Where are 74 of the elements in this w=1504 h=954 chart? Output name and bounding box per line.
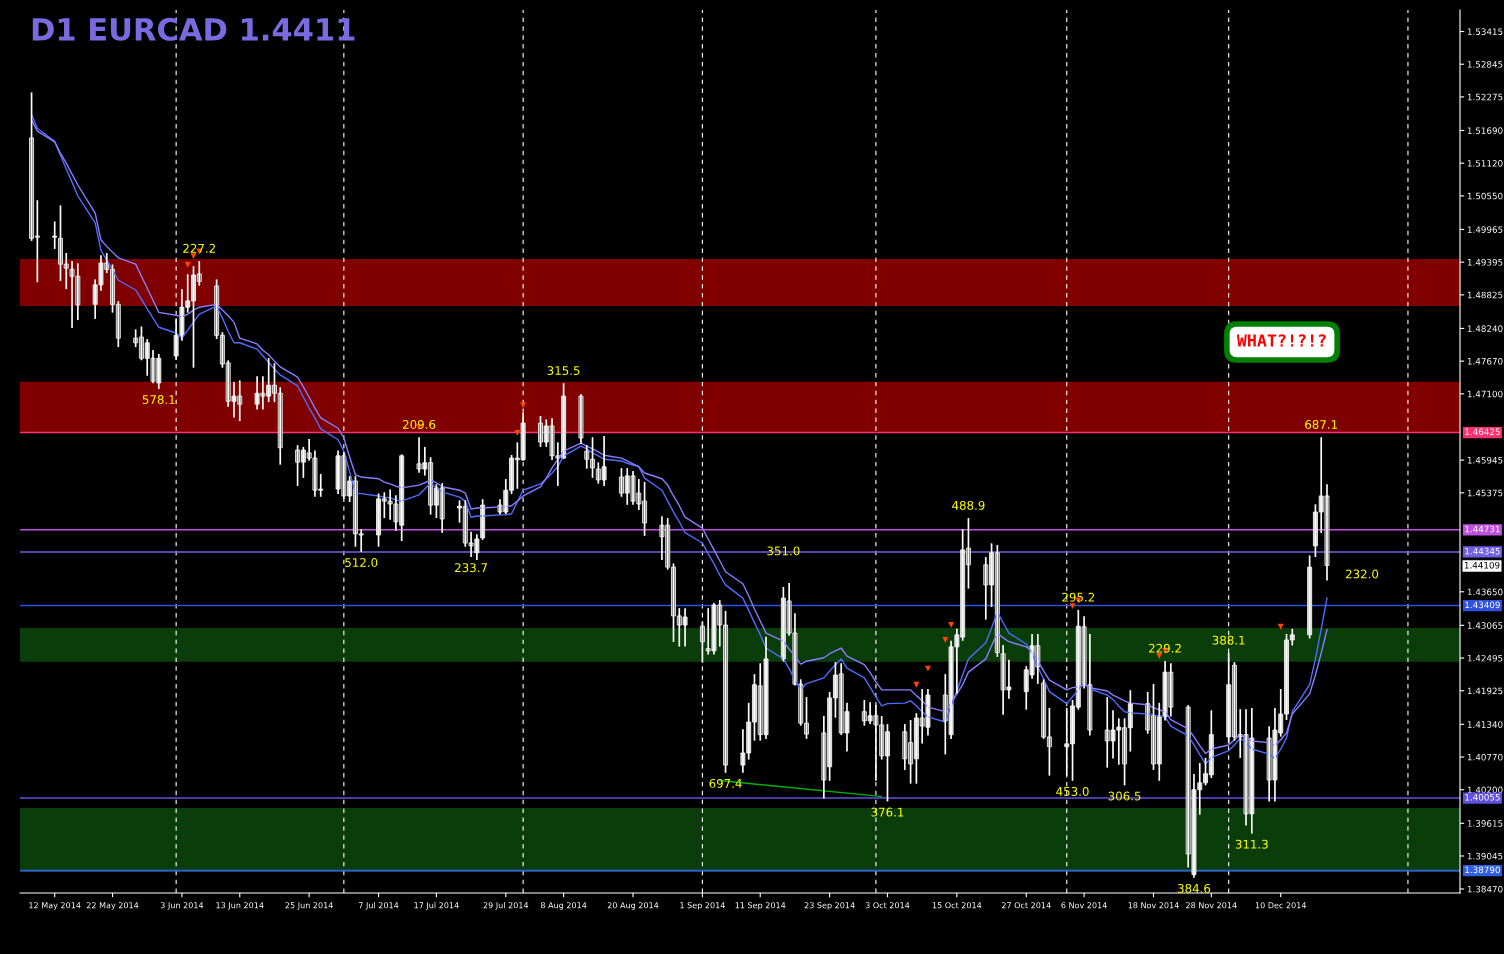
annotation: 376.1 [871, 807, 904, 817]
y-tick-label: 1.49965 [1467, 226, 1503, 233]
y-tick-label: 1.41925 [1467, 687, 1503, 695]
ref-line-label: 1.43409 [1465, 601, 1500, 609]
chart-title: D1 EURCAD 1.4411 [32, 17, 355, 41]
y-tick-label: 1.40200 [1467, 786, 1503, 794]
annotation: 578.1 [142, 395, 175, 405]
point [948, 622, 955, 629]
annotation: 512.0 [345, 558, 378, 567]
x-tick-label: 27 Oct 2014 [1001, 902, 1051, 909]
y-tick-label: 1.39045 [1467, 852, 1503, 860]
annotation: 232.0 [1345, 569, 1379, 579]
annotation: 209.6 [403, 420, 436, 429]
annotation: 315.5 [547, 366, 580, 376]
x-tick-label: 20 Aug 2014 [607, 902, 659, 910]
x-tick-label: 12 May 2014 [29, 902, 81, 910]
annotation: 687.1 [1305, 420, 1338, 429]
x-tick-label: 1 Sep 2014 [680, 902, 725, 910]
y-tick-label: 1.53415 [1467, 28, 1503, 35]
y-tick-label: 1.41340 [1467, 721, 1503, 728]
annotation: 311.3 [1235, 839, 1268, 849]
x-tick-label: 18 Nov 2014 [1128, 902, 1179, 909]
x-tick-label: 17 Jul 2014 [414, 902, 459, 910]
ref-line-label: 1.40055 [1465, 793, 1500, 801]
y-tick-label: 1.40770 [1467, 753, 1503, 761]
ref-line-label: 1.46425 [1465, 428, 1500, 436]
point [520, 402, 527, 409]
y-tick-label: 1.48240 [1467, 325, 1503, 332]
annotation: 388.1 [1212, 635, 1245, 645]
y-tick-label: 1.52845 [1467, 61, 1503, 68]
x-tick-label: 22 May 2014 [86, 902, 139, 910]
point [1069, 603, 1076, 610]
annotation: 697.4 [709, 778, 742, 788]
annotation: 384.6 [1177, 883, 1211, 893]
x-tick-label: 11 Sep 2014 [735, 902, 786, 910]
annotation: 453.0 [1056, 786, 1089, 796]
y-tick-label: 1.50550 [1467, 192, 1503, 200]
ref-line-label: 1.38790 [1465, 866, 1500, 874]
x-tick-label: 28 Nov 2014 [1186, 902, 1237, 909]
y-tick-label: 1.38470 [1467, 885, 1503, 893]
x-tick-label: 23 Sep 2014 [804, 902, 855, 910]
x-tick-label: 15 Oct 2014 [932, 902, 982, 909]
y-tick-label: 1.48825 [1467, 291, 1503, 299]
x-tick-label: 3 Oct 2014 [865, 902, 910, 909]
y-tick-label: 1.49395 [1467, 258, 1503, 266]
ref-line-label: 1.44345 [1465, 547, 1500, 555]
x-tick-label: 25 Jun 2014 [285, 902, 333, 910]
y-tick-label: 1.51120 [1467, 160, 1503, 167]
text: 1.44109 [1464, 561, 1500, 569]
y-tick-label: 1.52275 [1467, 93, 1503, 101]
annotation: 233.7 [455, 563, 487, 573]
annotation: 229.2 [1149, 643, 1181, 653]
x-tick-label: 13 Jun 2014 [216, 902, 264, 910]
y-tick-label: 1.47100 [1467, 390, 1503, 398]
y-tick-label: 1.47670 [1467, 357, 1503, 365]
candlestick [52, 221, 58, 249]
x-tick-label: 6 Nov 2014 [1061, 902, 1107, 909]
x-tick-label: 7 Jul 2014 [358, 902, 399, 910]
annotation: 227.2 [183, 243, 215, 253]
y-tick-label: 1.43065 [1467, 622, 1503, 629]
ref-line-label: 1.44731 [1465, 525, 1500, 533]
annotation: WHAT?!?!? [1236, 334, 1326, 347]
y-tick-label: 1.45945 [1467, 456, 1503, 464]
y-tick-label: 1.45375 [1467, 489, 1503, 497]
x-tick-label: 10 Dec 2014 [1255, 902, 1306, 909]
y-tick-label: 1.43650 [1467, 588, 1503, 596]
x-tick-label: 29 Jul 2014 [483, 902, 529, 910]
y-tick-label: 1.39615 [1467, 820, 1503, 827]
annotation: 488.9 [952, 500, 985, 510]
point [190, 253, 197, 260]
y-tick-label: 1.51690 [1467, 127, 1503, 134]
x-tick-label: 8 Aug 2014 [540, 902, 587, 910]
y-tick-label: 1.42495 [1467, 654, 1503, 662]
x-tick-label: 3 Jun 2014 [160, 902, 204, 910]
